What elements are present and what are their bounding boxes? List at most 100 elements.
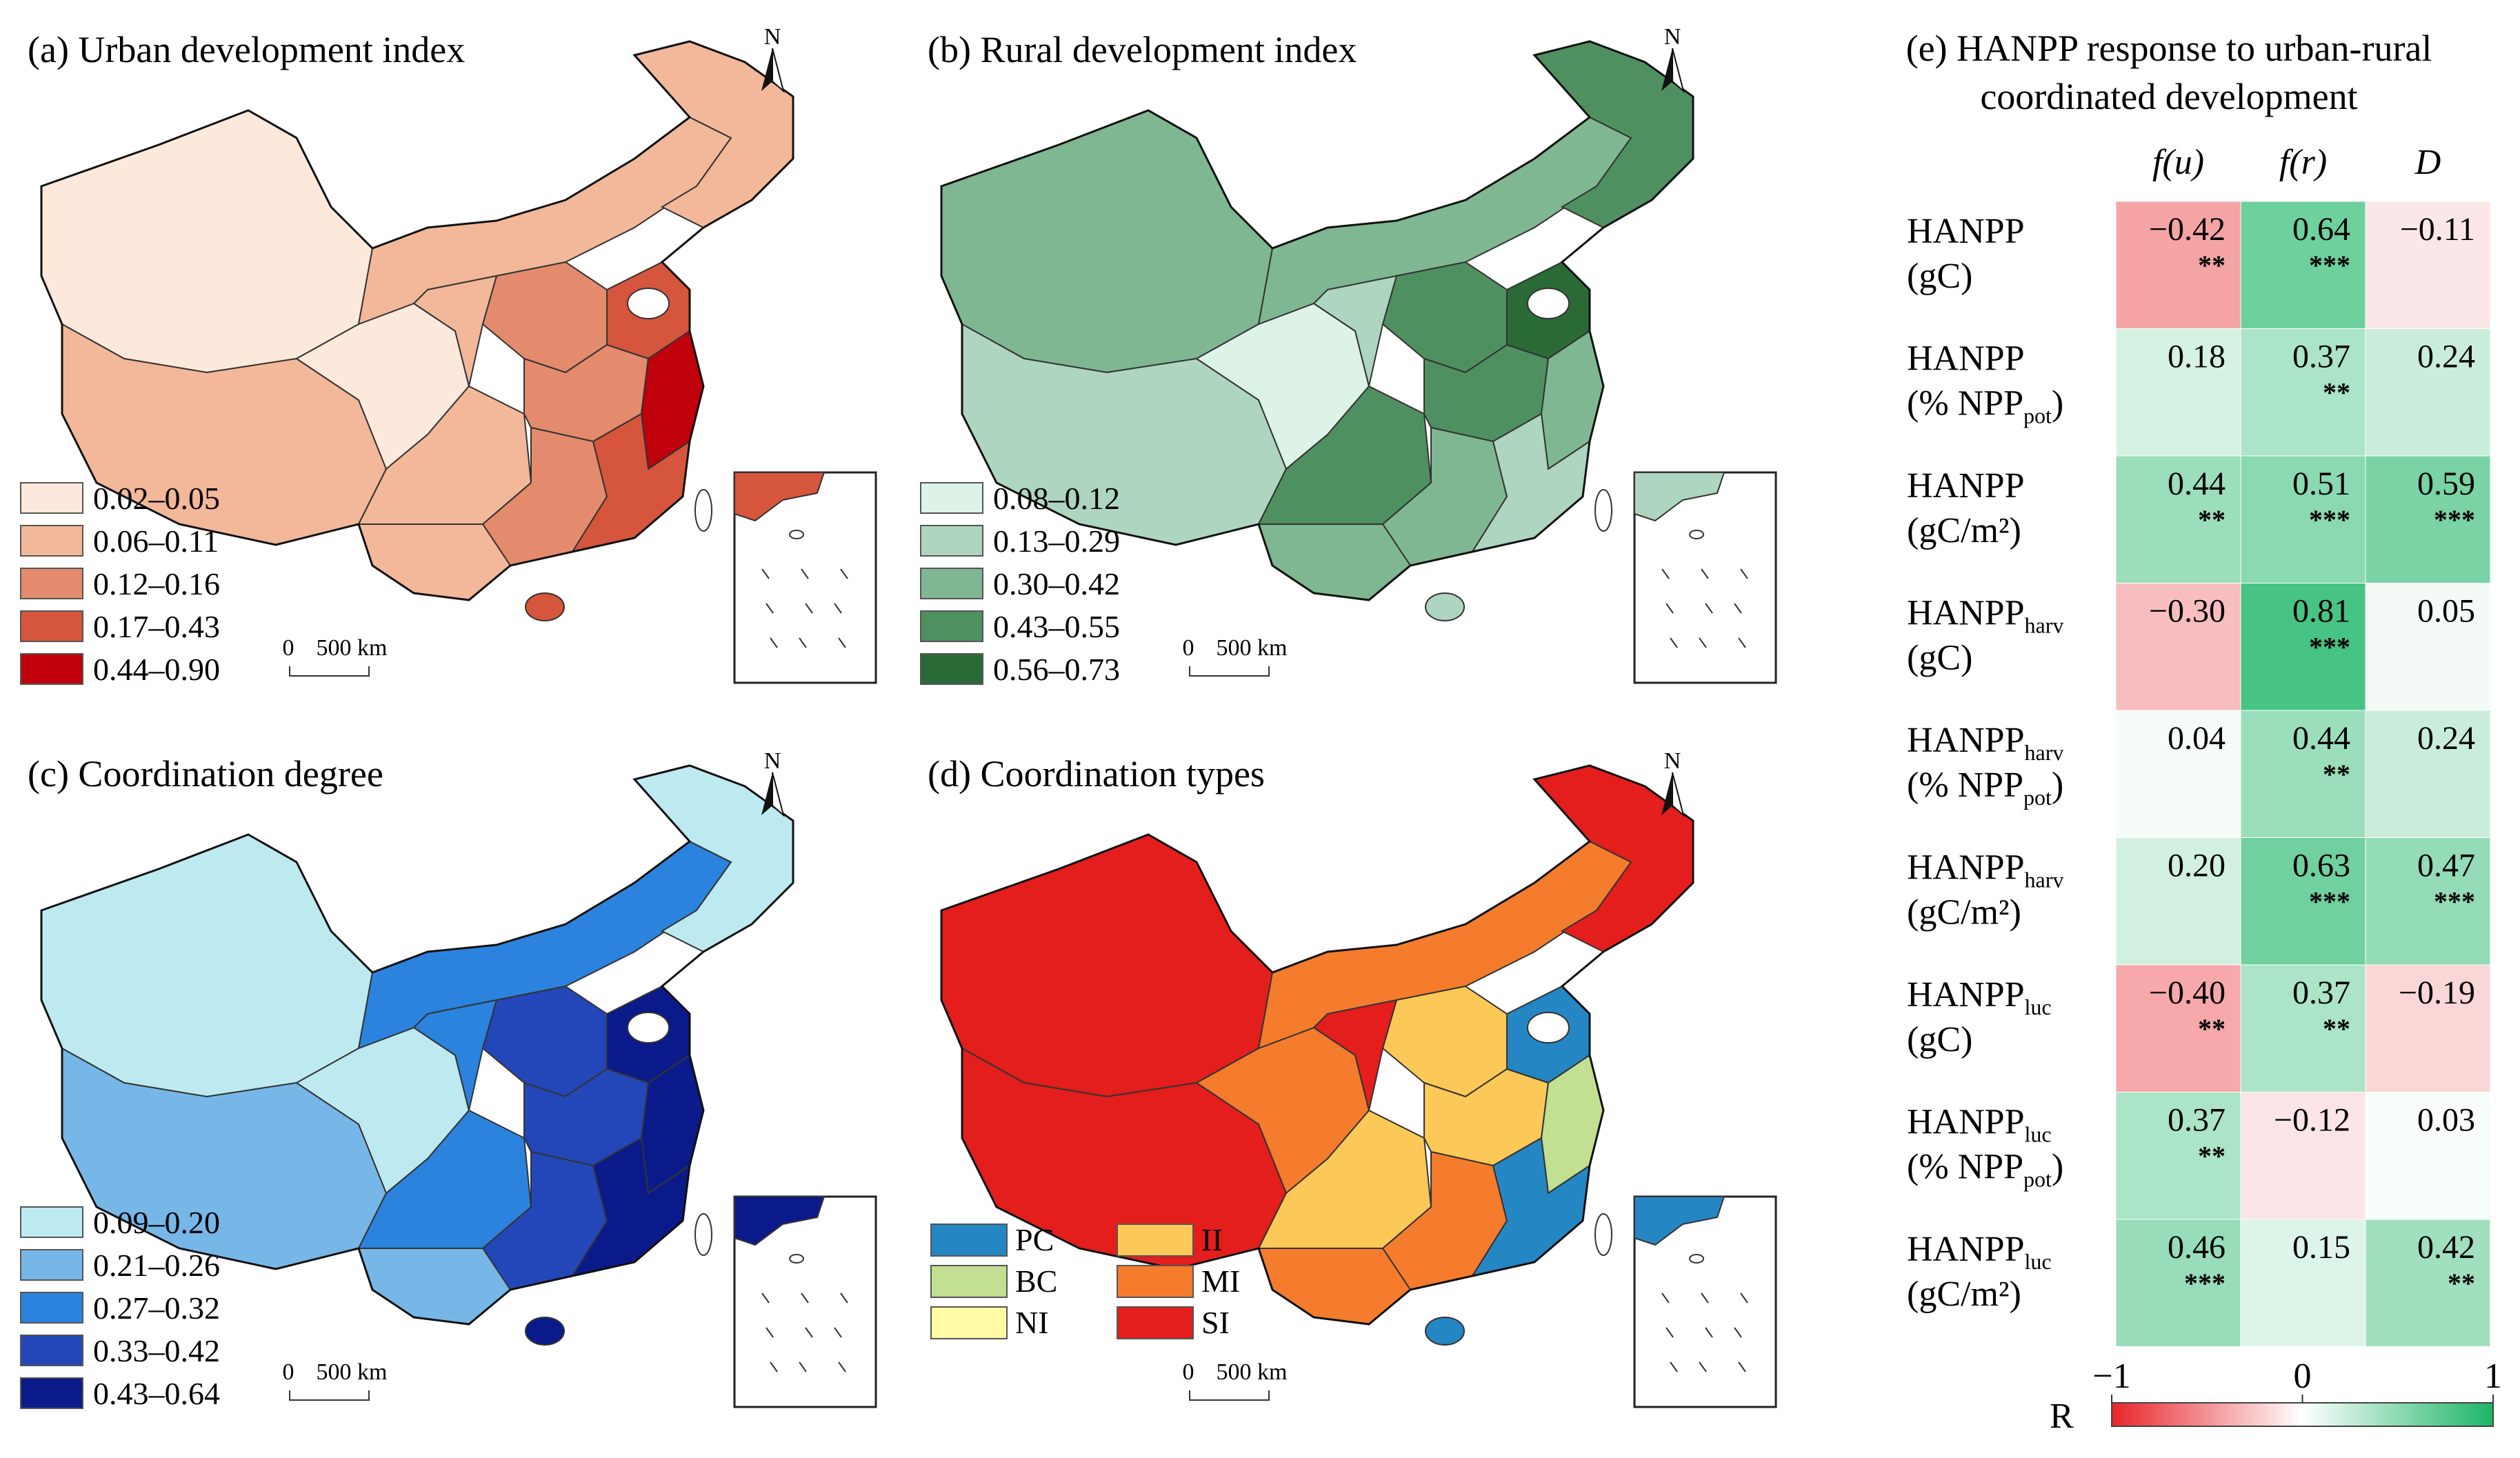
- heatmap-cell: [2365, 201, 2491, 329]
- legend-label: 0.43–0.64: [93, 1376, 220, 1411]
- map-legend: 0.08–0.12 0.13–0.29 0.30–0.42 0.43–0.55 0.56…: [920, 481, 1120, 687]
- north-label: N: [764, 748, 781, 774]
- heatmap-title-line2: coordinated development: [1980, 76, 2357, 117]
- nine-dash-line: [1705, 1327, 1713, 1338]
- inset-mainland: [734, 1196, 826, 1246]
- cell-value-label: 0.63: [2292, 848, 2350, 884]
- scale-zero-label: 0: [1183, 635, 1194, 661]
- nine-dash-line: [805, 603, 813, 614]
- row-label-unit: (gC/m²): [1907, 1275, 2021, 1314]
- province-region: [1257, 1248, 1412, 1326]
- province-region: [41, 833, 374, 1098]
- cell-value-label: 0.81: [2292, 593, 2350, 630]
- heatmap-cell: [2365, 964, 2491, 1092]
- legend-swatch: [920, 525, 983, 557]
- heatmap-cell: [2240, 583, 2366, 711]
- scale-distance-label: 500 km: [1217, 635, 1288, 661]
- inset-island: [1689, 1254, 1704, 1264]
- bohai-sea: [1527, 1012, 1570, 1043]
- china-map: N 0 500 km: [40, 748, 877, 1408]
- row-label-subscript: luc: [2025, 995, 2052, 1019]
- north-arrow-half: [772, 48, 785, 93]
- row-label-unit: (% NPPpot): [1907, 1148, 2063, 1192]
- legend-label: 0.12–0.16: [93, 566, 220, 601]
- significance-marker: **: [2323, 1013, 2350, 1044]
- column-header: f(r): [2279, 143, 2327, 182]
- cell-value-label: 0.37: [2168, 1102, 2226, 1139]
- heatmap-cell: [2115, 328, 2241, 457]
- panel-title: (c) Coordination degree: [28, 753, 383, 795]
- colorbar-tick-label: 0: [2294, 1357, 2312, 1396]
- panel-title: (b) Rural development index: [928, 29, 1357, 70]
- heatmap-column-headers: f(u) f(r) D: [2152, 143, 2441, 182]
- legend-swatch: [20, 1249, 83, 1281]
- significance-marker: **: [2448, 1268, 2475, 1299]
- significance-marker: **: [2198, 250, 2226, 281]
- legend-swatch: [20, 653, 83, 685]
- china-map: N 0 500 km: [940, 748, 1777, 1408]
- column-header: f(u): [2152, 143, 2204, 182]
- cell-value-label: 0.64: [2292, 211, 2350, 248]
- legend-label: 0.21–0.26: [93, 1248, 220, 1283]
- cell-value-label: 0.04: [2168, 720, 2226, 757]
- heatmap-cell: [2365, 455, 2491, 583]
- cell-value-label: 0.37: [2292, 975, 2350, 1011]
- row-label-unit: (gC/m²): [1907, 893, 2021, 932]
- scale-distance-label: 500 km: [317, 1359, 388, 1385]
- heatmap-cell: [2365, 1219, 2491, 1347]
- nine-dash-line: [801, 568, 809, 579]
- heatmap-cell: [2240, 1092, 2366, 1220]
- province-region: [1381, 261, 1508, 374]
- row-label-unit: (% NPPpot): [1907, 766, 2063, 810]
- scale-distance-label: 500 km: [1217, 1359, 1288, 1385]
- significance-marker: ***: [2184, 1268, 2226, 1299]
- nine-dash-line: [1661, 568, 1670, 579]
- cell-value-label: −0.11: [2400, 211, 2475, 248]
- bohai-sea: [627, 288, 670, 319]
- significance-marker: ***: [2434, 886, 2475, 917]
- row-label-unit: (gC): [1907, 639, 1972, 678]
- panel-d-coordination-types: (d) Coordination types N 0 500 km PC BC NI II…: [928, 748, 1777, 1408]
- significance-marker: **: [2198, 504, 2226, 535]
- scale-zero-label: 0: [283, 635, 294, 661]
- legend-swatch: [930, 1306, 1008, 1339]
- nine-dash-line: [1705, 603, 1713, 614]
- province-region: [412, 274, 498, 387]
- heatmap-cell: [2240, 328, 2366, 457]
- legend-label: 0.30–0.42: [993, 566, 1120, 601]
- scale-bar: [289, 666, 370, 677]
- row-label-unit: (gC): [1907, 1020, 1972, 1059]
- row-label-main: HANPP: [1907, 212, 2025, 251]
- legend-label: 0.33–0.42: [93, 1333, 220, 1368]
- legend-swatch: [20, 1377, 83, 1409]
- nine-dash-line: [1670, 1361, 1678, 1372]
- legend-label: 0.06–0.11: [93, 523, 219, 559]
- heatmap-cell: [2115, 201, 2241, 329]
- significance-marker: ***: [2309, 250, 2350, 281]
- inset-island: [1689, 530, 1704, 539]
- colorbar-ticks: −1 0 1: [2092, 1357, 2502, 1403]
- row-label-main: HANPPharv: [1907, 594, 2063, 638]
- legend-swatch: [920, 482, 983, 514]
- nine-dash-line: [761, 568, 770, 579]
- colorbar-tick-label: 1: [2484, 1357, 2502, 1396]
- country-outline: [940, 40, 1694, 601]
- heatmap-cell: [2240, 455, 2366, 583]
- country-outline: [40, 764, 794, 1326]
- province-region: [412, 999, 498, 1111]
- heatmap-cell: [2115, 1219, 2241, 1347]
- heatmap-cell: [2365, 710, 2491, 838]
- row-label-subscript: luc: [2025, 1122, 2052, 1147]
- nine-dash-line: [761, 1292, 770, 1304]
- heatmap-cell: [2240, 1219, 2366, 1347]
- nine-dash-line: [1701, 568, 1709, 579]
- north-arrow-half: [1672, 48, 1685, 93]
- cell-value-label: −0.42: [2149, 211, 2226, 248]
- cell-value-label: −0.12: [2274, 1102, 2350, 1139]
- row-label-main: HANPPharv: [1907, 721, 2063, 765]
- row-label-unit: (gC/m²): [1907, 511, 2021, 550]
- row-label-subscript: harv: [2025, 868, 2064, 892]
- nine-dash-line: [799, 1361, 807, 1372]
- nine-dash-line: [1699, 637, 1707, 648]
- cell-value-label: 0.37: [2292, 339, 2350, 375]
